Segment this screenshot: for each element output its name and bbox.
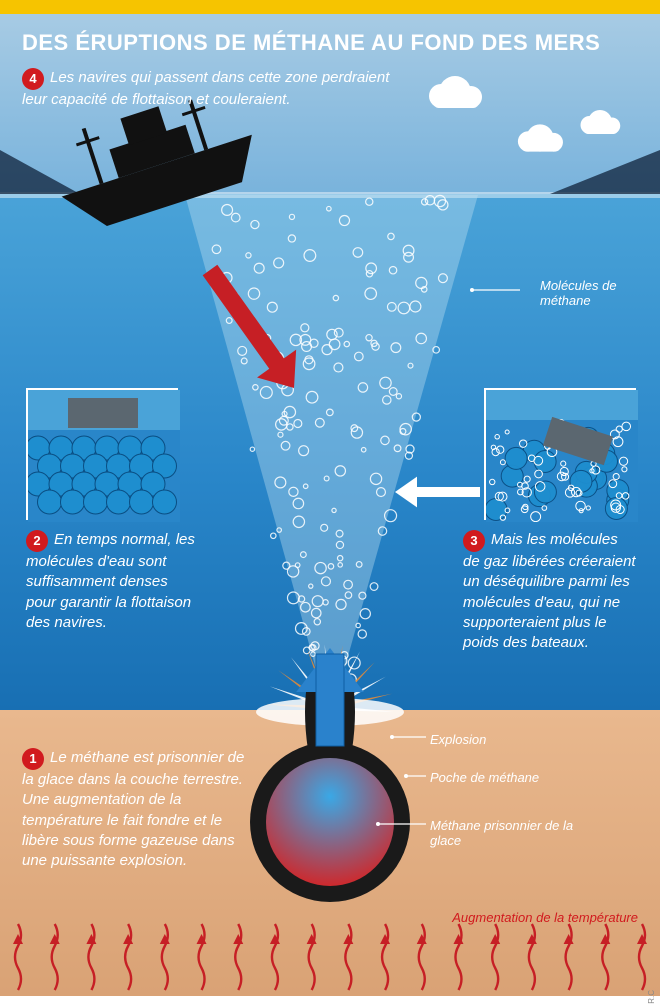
infographic-canvas: DES ÉRUPTIONS DE MÉTHANE AU FOND DES MER… <box>0 0 660 996</box>
callout-1-text: Le méthane est prisonnier de la glace da… <box>22 749 244 869</box>
inset-left-svg <box>28 390 180 522</box>
callout-3: 3Mais les molécules de gaz libérées crée… <box>463 530 638 653</box>
label-prisonnier: Méthane prisonnier de la glace <box>430 818 580 848</box>
callout-4-text: Les navires qui passent dans cette zone … <box>22 69 389 108</box>
inset-gas-water <box>484 388 636 520</box>
badge-1: 1 <box>22 748 44 770</box>
inset-right-svg <box>486 390 638 522</box>
badge-3: 3 <box>463 530 485 552</box>
label-molecules: Molécules de méthane <box>540 278 630 308</box>
label-poche: Poche de méthane <box>430 770 539 785</box>
callout-3-text: Mais les molécules de gaz libérées créer… <box>463 531 636 651</box>
credit: R.C <box>647 990 656 1004</box>
label-temperature: Augmentation de la température <box>452 910 638 925</box>
title: DES ÉRUPTIONS DE MÉTHANE AU FOND DES MER… <box>22 30 600 56</box>
label-explosion: Explosion <box>430 732 486 747</box>
badge-2: 2 <box>26 530 48 552</box>
callout-1: 1Le méthane est prisonnier de la glace d… <box>22 748 247 871</box>
callout-4: 4Les navires qui passent dans cette zone… <box>22 68 402 110</box>
callout-2-text: En temps normal, les molécules d'eau son… <box>26 531 195 631</box>
inset-normal-water <box>26 388 178 520</box>
callout-2: 2En temps normal, les molécules d'eau so… <box>26 530 196 633</box>
badge-4: 4 <box>22 68 44 90</box>
